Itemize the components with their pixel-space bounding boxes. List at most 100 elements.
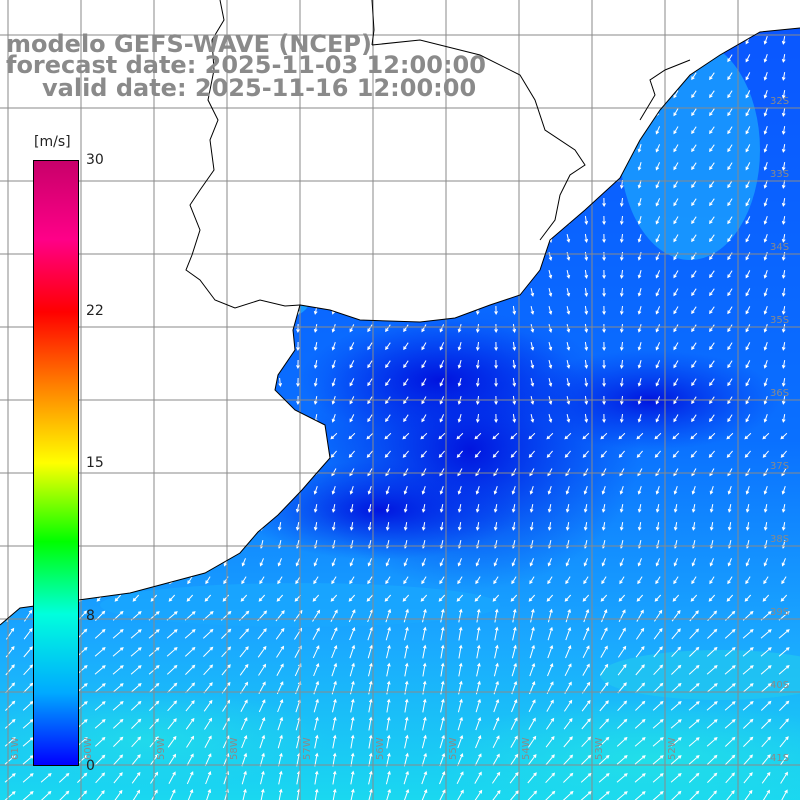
wind-arrow: [170, 233, 174, 244]
wind-arrow: [763, 234, 768, 243]
wind-arrow: [727, 180, 733, 189]
wind-arrow: [566, 53, 571, 63]
wind-arrow: [330, 594, 338, 602]
wind-arrow: [260, 161, 265, 171]
wind-arrow: [421, 216, 427, 225]
wind-arrow: [655, 198, 661, 207]
wind-arrow: [296, 413, 300, 424]
wind-arrow: [385, 234, 391, 243]
wind-arrow: [7, 215, 12, 225]
wind-arrow: [761, 718, 772, 729]
wind-arrow: [112, 628, 124, 639]
wind-arrow: [133, 378, 138, 387]
wind-arrow: [404, 644, 409, 659]
wind-arrow: [584, 107, 589, 118]
wind-arrow: [727, 270, 733, 279]
wind-arrow: [260, 413, 265, 423]
wind-arrow: [691, 198, 697, 207]
wind-arrow: [421, 126, 427, 135]
wind-arrow: [512, 35, 517, 46]
wind-arrow: [548, 89, 553, 99]
wind-arrow: [367, 216, 373, 225]
wind-arrow: [258, 432, 266, 440]
wind-arrow: [130, 647, 142, 657]
wind-arrow: [241, 752, 248, 767]
wind-arrow: [744, 450, 751, 458]
wind-arrow: [566, 251, 571, 261]
wind-arrow: [4, 736, 16, 747]
wind-arrow: [761, 736, 772, 748]
wind-arrow: [168, 771, 176, 784]
wind-arrow: [709, 288, 715, 297]
wind-arrow: [584, 305, 589, 316]
wind-arrow: [709, 486, 714, 495]
wind-arrow: [781, 198, 786, 207]
wind-arrow: [671, 628, 681, 640]
wind-arrow: [512, 89, 517, 100]
wind-arrow: [242, 341, 247, 351]
wind-arrow: [115, 414, 121, 423]
wind-arrow: [367, 126, 373, 135]
wind-arrow: [79, 324, 85, 333]
wind-arrow: [727, 198, 733, 207]
wind-arrow: [494, 341, 498, 352]
wind-arrow: [367, 378, 373, 387]
wind-arrow: [439, 288, 445, 297]
wind-arrow: [617, 645, 627, 658]
wind-arrow: [296, 377, 300, 388]
wind-arrow: [563, 736, 573, 748]
wind-arrow: [367, 306, 373, 315]
wind-arrow: [404, 698, 409, 713]
wind-arrow: [221, 628, 232, 639]
wind-arrow: [25, 270, 31, 279]
wind-arrow: [421, 414, 427, 423]
wind-arrow: [691, 234, 697, 243]
wind-arrow: [512, 233, 517, 244]
wind-arrow: [79, 234, 85, 243]
wind-arrow: [742, 700, 754, 711]
wind-arrow: [205, 539, 210, 549]
wind-arrow: [528, 450, 535, 458]
wind-arrow: [527, 735, 537, 748]
wind-arrow: [25, 468, 31, 477]
model-title: modelo GEFS-WAVE (NCEP): [6, 30, 372, 58]
wind-arrow: [475, 377, 480, 388]
wind-arrow: [494, 143, 498, 154]
wind-arrow: [655, 486, 660, 495]
wind-arrow: [709, 360, 715, 369]
wind-arrow: [637, 486, 642, 495]
wind-arrow: [367, 288, 373, 297]
wind-arrow: [421, 324, 427, 333]
wind-arrow: [512, 305, 517, 316]
wind-arrow: [564, 450, 571, 458]
wind-arrow: [745, 324, 751, 333]
wind-arrow: [257, 645, 267, 658]
lat-label: 35S: [770, 315, 789, 326]
wind-arrow: [726, 450, 733, 458]
wind-arrow: [637, 252, 642, 261]
wind-arrow: [403, 288, 409, 297]
wind-arrow: [563, 699, 573, 712]
wind-arrow: [670, 790, 682, 800]
wind-arrow: [5, 700, 16, 711]
wind-arrow: [636, 594, 644, 602]
wind-arrow: [421, 288, 427, 297]
wind-arrow: [706, 683, 718, 693]
wind-arrow: [170, 287, 174, 298]
wind-arrow: [706, 754, 718, 765]
wind-arrow: [530, 251, 535, 261]
wind-arrow: [78, 432, 86, 440]
wind-arrow: [439, 162, 445, 171]
wind-arrow: [509, 790, 519, 800]
wind-arrow: [25, 198, 31, 207]
wind-arrow: [745, 90, 751, 99]
wind-arrow: [709, 503, 714, 513]
wind-arrow: [276, 450, 283, 458]
wind-arrow: [637, 144, 642, 153]
wind-arrow: [312, 627, 320, 640]
wind-arrow: [403, 558, 408, 567]
wind-arrow: [403, 770, 409, 785]
wind-arrow: [724, 628, 736, 639]
wind-arrow: [530, 323, 535, 333]
wind-arrow: [745, 180, 751, 189]
